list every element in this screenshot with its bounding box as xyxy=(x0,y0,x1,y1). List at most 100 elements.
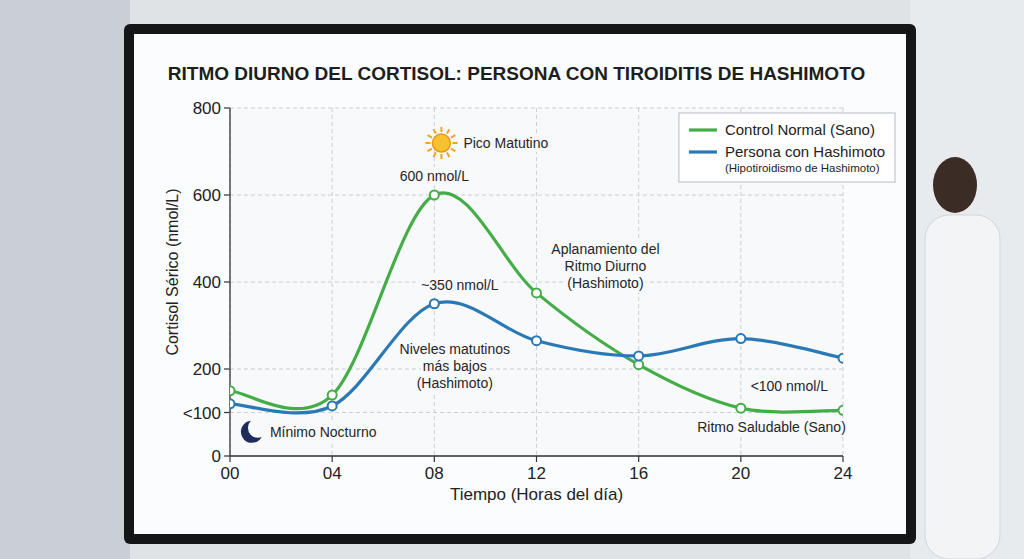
annotation: Pico Matutino xyxy=(463,135,548,151)
tick-mark xyxy=(842,456,843,462)
series-marker xyxy=(634,351,643,360)
grid-line xyxy=(536,108,537,456)
tick-label: 200 xyxy=(193,360,221,379)
grid-line xyxy=(230,456,843,457)
series-marker xyxy=(736,334,745,343)
annotation-bg xyxy=(563,257,649,275)
legend-box xyxy=(679,113,895,182)
series-marker xyxy=(430,299,439,308)
tick-label: 800 xyxy=(193,99,221,118)
tick-label: 20 xyxy=(731,464,750,483)
legend-label-main: Persona con Hashimoto xyxy=(725,143,885,160)
background-left xyxy=(0,0,130,559)
sun-ray xyxy=(447,129,450,133)
tick-mark xyxy=(332,456,333,462)
series-marker xyxy=(328,401,337,410)
x-axis-title: Tiempo (Horas del día) xyxy=(450,485,623,504)
sun-ray xyxy=(451,149,455,152)
tick-label: 16 xyxy=(629,464,648,483)
tick-label: 12 xyxy=(527,464,546,483)
annotation-bg xyxy=(419,276,501,294)
annotation-bg xyxy=(398,167,471,185)
sun-ray xyxy=(425,142,430,144)
moon-cut xyxy=(248,418,268,438)
annotation: (Hashimoto) xyxy=(417,375,493,391)
annotation: 600 nmol/L xyxy=(400,168,469,184)
annotation: Ritmo Saludable (Sano) xyxy=(697,419,846,435)
series-line xyxy=(230,193,843,412)
background-person-coat xyxy=(925,215,1000,559)
annotation-bg xyxy=(549,240,661,258)
tick-mark xyxy=(224,194,230,195)
sun-ray xyxy=(451,135,455,138)
series-marker xyxy=(839,354,844,363)
grid-line xyxy=(230,282,843,283)
annotation: Ritmo Diurno xyxy=(565,258,647,274)
legend-label: Control Normal (Sano) xyxy=(725,121,875,138)
annotation-bg xyxy=(565,274,645,292)
series-marker xyxy=(634,360,643,369)
background xyxy=(0,0,1024,559)
series-marker xyxy=(230,386,235,395)
sun-ray xyxy=(440,154,442,159)
tick-label: 00 xyxy=(221,464,240,483)
series-marker xyxy=(430,191,439,200)
tick-mark xyxy=(740,456,741,462)
tick-mark xyxy=(224,281,230,282)
series-group xyxy=(230,191,843,415)
tick-mark xyxy=(224,107,230,108)
background-right xyxy=(910,0,1024,559)
annotation-bg xyxy=(268,423,379,441)
tick-label: <100 xyxy=(183,404,221,423)
monitor-bezel xyxy=(124,24,916,544)
annotation: <100 nmol/L xyxy=(751,378,829,394)
series-line xyxy=(230,302,843,413)
series-marker xyxy=(532,288,541,297)
tick-mark xyxy=(638,456,639,462)
sun-ray xyxy=(428,149,432,152)
annotation: ~350 nmol/L xyxy=(421,277,499,293)
series-marker xyxy=(839,406,844,415)
annotation: (Hashimoto) xyxy=(567,275,643,291)
annotation-bg xyxy=(695,418,848,436)
sun-ray xyxy=(433,153,436,157)
tick-label: 04 xyxy=(323,464,342,483)
tick-label: 24 xyxy=(834,464,853,483)
annotation-bg xyxy=(421,357,489,375)
annotation-bg xyxy=(398,340,513,358)
annotation-bg xyxy=(415,374,495,392)
annotation: Aplanamiento del xyxy=(551,241,659,257)
x-axis xyxy=(230,455,843,456)
sun-ray xyxy=(433,129,436,133)
tick-mark xyxy=(434,456,435,462)
screen xyxy=(134,34,906,534)
annotation-bg xyxy=(749,377,831,395)
legend: Control Normal (Sano) Persona con Hashimo… xyxy=(679,113,895,182)
annotation: Mínimo Nocturno xyxy=(270,424,377,440)
annotation: Niveles matutinos xyxy=(400,341,511,357)
background-person-head xyxy=(933,157,977,213)
sun-ray xyxy=(447,153,450,157)
series-marker xyxy=(532,336,541,345)
page: RITMO DIURNO DEL CORTISOL: PERSONA CON T… xyxy=(0,0,1024,559)
legend-label: Persona con Hashimoto (Hipotiroidismo de … xyxy=(725,143,885,174)
tick-mark xyxy=(224,368,230,369)
legend-swatch xyxy=(689,128,717,131)
annotation: más bajos xyxy=(423,358,487,374)
tick-mark xyxy=(224,455,230,456)
tick-label: 600 xyxy=(193,186,221,205)
tick-label: 400 xyxy=(193,273,221,292)
annotation-bg xyxy=(461,134,550,152)
sun-ray xyxy=(452,142,457,144)
legend-swatch xyxy=(689,150,717,153)
tick-mark xyxy=(224,412,230,413)
legend-label-sub: (Hipotiroidismo de Hashimoto) xyxy=(725,162,880,174)
sun-ray xyxy=(440,127,442,132)
title: RITMO DIURNO DEL CORTISOL: PERSONA CON T… xyxy=(168,63,865,84)
sun-ray xyxy=(428,135,432,138)
series-marker xyxy=(230,399,235,408)
y-axis-title: Cortisol Sérico (nmol/L) xyxy=(164,188,181,355)
tick-mark xyxy=(229,456,230,462)
tick-mark xyxy=(536,456,537,462)
sun-icon xyxy=(432,134,450,152)
